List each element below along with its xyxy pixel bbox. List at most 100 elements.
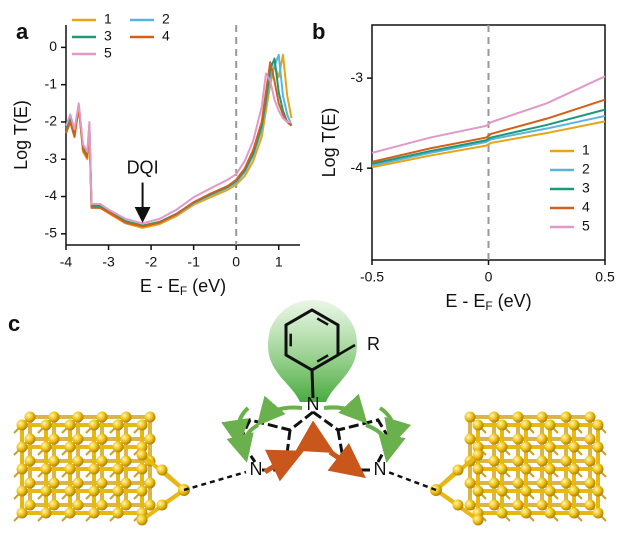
gold-atom	[473, 464, 484, 475]
molecule-bond	[240, 412, 313, 462]
gold-atom	[73, 478, 84, 489]
gold-atom	[65, 508, 76, 519]
x-tick-label: -3	[102, 254, 115, 270]
gold-atom	[121, 412, 132, 423]
gold-atom	[497, 442, 508, 453]
gold-atom	[97, 434, 108, 445]
y-tick-label: -3	[45, 150, 58, 166]
gold-atom	[89, 420, 100, 431]
gold-atom	[121, 500, 132, 511]
legend-label: 1	[582, 142, 590, 158]
x-axis-title-part: E - E	[140, 276, 180, 296]
gold-atom	[537, 412, 548, 423]
gold-atom	[497, 508, 508, 519]
gold-atom	[545, 420, 556, 431]
gold-atom	[521, 420, 532, 431]
y-tick-label: 0	[49, 38, 57, 54]
gold-atom	[521, 486, 532, 497]
gold-atom	[585, 478, 596, 489]
gold-atom	[513, 478, 524, 489]
gold-atom	[545, 464, 556, 475]
gold-atom	[489, 456, 500, 467]
legend-label: 5	[104, 45, 112, 61]
green-arrow	[244, 425, 258, 455]
gold-atom	[513, 434, 524, 445]
plot-frame	[372, 25, 605, 260]
gold-atom	[137, 450, 148, 461]
gold-atom	[17, 486, 28, 497]
green-arrow	[262, 408, 302, 421]
gold-atom	[25, 500, 36, 511]
gold-atom	[513, 456, 524, 467]
gold-atom	[41, 464, 52, 475]
y-tick-label: -3	[351, 69, 364, 85]
gold-atom	[73, 434, 84, 445]
chart: b-0.500.5-3-4E - EF (eV)Log T(E)12345	[312, 19, 615, 313]
gold-atom	[593, 420, 604, 431]
gold-atom	[145, 478, 156, 489]
gold-atom	[561, 434, 572, 445]
legend-label: 2	[162, 11, 170, 27]
gold-atom	[561, 456, 572, 467]
gold-atom	[569, 508, 580, 519]
gold-atom	[145, 412, 156, 423]
panel-label: b	[312, 19, 325, 44]
gold-atom	[497, 420, 508, 431]
gold-atom	[593, 486, 604, 497]
x-tick-label: 0	[485, 269, 493, 285]
x-axis-title-part: F	[485, 299, 492, 313]
gold-atom	[137, 464, 148, 475]
x-axis-title-part: F	[180, 284, 187, 298]
gold-atom	[121, 456, 132, 467]
gold-atom	[473, 486, 484, 497]
gold-atom	[473, 450, 484, 461]
substituent-label: R	[367, 334, 380, 354]
gold-atom	[537, 456, 548, 467]
legend-label: 4	[162, 28, 170, 44]
gold-atom	[113, 420, 124, 431]
x-tick-label: -4	[60, 254, 73, 270]
gold-atom	[89, 486, 100, 497]
x-tick-label: -0.5	[360, 269, 384, 285]
gold-atom	[73, 500, 84, 511]
x-tick-label: -2	[145, 254, 158, 270]
gold-atom	[465, 478, 476, 489]
gold-atom	[49, 434, 60, 445]
gold-atom	[49, 500, 60, 511]
gold-atom	[489, 500, 500, 511]
gold-atom	[97, 478, 108, 489]
gold-atom	[145, 500, 156, 511]
gold-atom	[537, 478, 548, 489]
y-tick-label: -1	[45, 75, 58, 91]
gold-atom	[17, 420, 28, 431]
gold-atom	[593, 508, 604, 519]
annotation: DQI	[127, 157, 159, 177]
gold-atom	[113, 508, 124, 519]
gold-atom	[521, 508, 532, 519]
series-line	[66, 59, 291, 226]
gold-atom	[593, 442, 604, 453]
gold-atom	[157, 500, 168, 511]
chart: a-4-3-2-1010-1-2-3-4-5E - EF (eV)Log T(E…	[11, 11, 300, 298]
gold-atom	[25, 478, 36, 489]
legend-label: 3	[104, 28, 112, 44]
figure: NNNR c a-4-3-2-1010-1-2-3-4-5E - EF (eV)…	[0, 0, 621, 544]
gold-atom	[25, 456, 36, 467]
molecule-bond	[313, 412, 390, 462]
gold-atom	[25, 434, 36, 445]
legend-label: 3	[582, 180, 590, 196]
gold-atom	[489, 478, 500, 489]
gold-atom	[521, 442, 532, 453]
orange-arrow	[298, 445, 326, 452]
x-axis-title: E - EF (eV)	[445, 291, 531, 313]
atom-label: N	[250, 459, 263, 479]
gold-atom	[49, 456, 60, 467]
gold-atom	[137, 420, 148, 431]
y-tick-label: -4	[45, 187, 58, 203]
orange-arrow	[330, 452, 358, 472]
molecule-bond	[338, 430, 370, 470]
gold-atom	[73, 456, 84, 467]
gold-atom	[157, 465, 168, 476]
gold-atom	[513, 500, 524, 511]
x-axis-title-part: E - E	[445, 291, 485, 311]
